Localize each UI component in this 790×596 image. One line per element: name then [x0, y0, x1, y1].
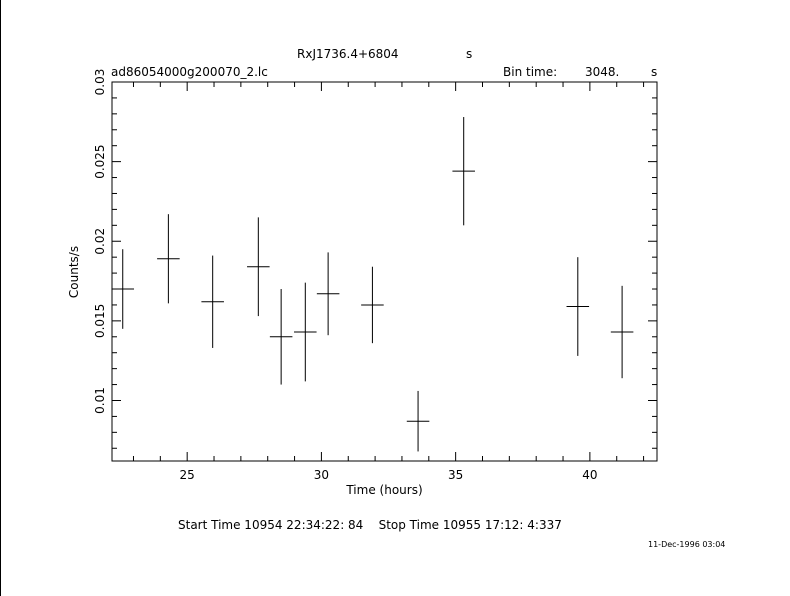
object-name: RxJ1736.4+6804: [297, 47, 399, 61]
axis-tick-labels: 25 30 35 40 0.01 0.015 0.02 0.025 0.03: [93, 69, 598, 482]
y-tick-label: 0.01: [93, 387, 107, 414]
data-point: [566, 257, 590, 356]
data-point: [247, 217, 270, 317]
bin-time-unit: s: [651, 65, 658, 79]
x-tick-label: 25: [180, 468, 195, 482]
data-point: [294, 282, 317, 382]
bin-time-value: 3048.: [585, 65, 620, 79]
y-tick-label: 0.02: [93, 228, 107, 255]
y-tick-label: 0.03: [93, 69, 107, 96]
y-axis-label: Counts/s: [67, 246, 81, 298]
window-left-border: [0, 0, 1, 596]
object-unit: s: [466, 47, 473, 61]
axis-ticks: [112, 81, 657, 461]
data-point: [111, 249, 135, 329]
plot-timestamp: 11-Dec-1996 03:04: [648, 540, 726, 549]
x-tick-label: 40: [582, 468, 597, 482]
data-point: [610, 285, 634, 379]
x-tick-label: 30: [314, 468, 329, 482]
x-tick-label: 35: [448, 468, 463, 482]
data-point: [269, 289, 293, 385]
plot-frame: [111, 81, 658, 462]
x-axis-label: Time (hours): [345, 483, 422, 497]
data-point: [361, 266, 384, 344]
y-tick-label: 0.015: [93, 304, 107, 338]
data-point: [452, 117, 475, 226]
data-point: [201, 255, 224, 348]
data-point: [406, 390, 430, 452]
data-points: [111, 117, 634, 452]
data-point: [157, 214, 180, 304]
bin-time-label: Bin time:: [503, 65, 558, 79]
data-point: [316, 252, 340, 336]
y-tick-label: 0.025: [93, 144, 107, 178]
filename-label: ad86054000g200070_2.lc: [111, 65, 268, 79]
start-stop-time: Start Time 10954 22:34:22: 84 Stop Time …: [178, 518, 562, 532]
